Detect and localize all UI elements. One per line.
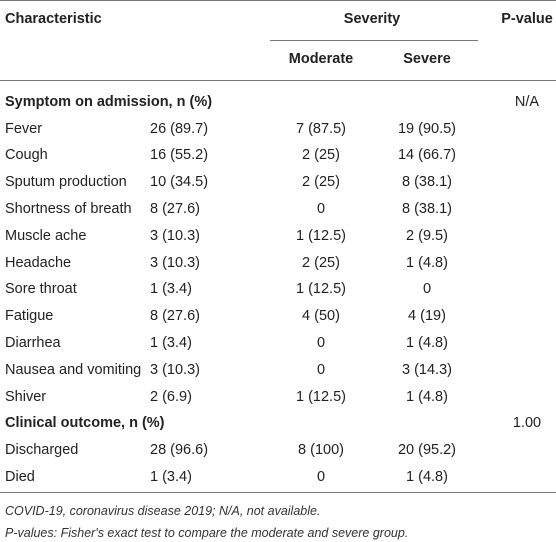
rule (0, 80, 556, 81)
cell: 7 (87.5) (296, 120, 346, 137)
cell: 26 (89.7) (150, 120, 209, 137)
row-label: Muscle ache (5, 227, 87, 244)
cell: 16 (55.2) (150, 147, 209, 164)
cell: 1 (12.5) (296, 227, 346, 244)
cell: 1 (4.8) (406, 335, 448, 351)
subheader-cell: Moderate (288, 51, 354, 67)
cell: 10 (34.5) (150, 174, 209, 191)
cell: 1 (3.4) (150, 281, 192, 298)
rule (0, 491, 556, 493)
cell: 8 (27.6) (150, 201, 200, 217)
cell: 8 (100) (298, 442, 344, 458)
cell: 2 (25) (302, 254, 340, 271)
cell: 1 (12.5) (296, 388, 346, 405)
cell: 14 (66.7) (397, 147, 457, 164)
cell: 1 (4.8) (406, 388, 448, 405)
footnote: P-values: Fisher's exact test to compare… (5, 525, 409, 540)
p-value: 1.00 (512, 415, 542, 432)
row-label: Sputum production (5, 174, 127, 191)
row-label: Sore throat (5, 281, 77, 298)
cell: 0 (316, 335, 326, 351)
header-cell: Characteristic (5, 11, 102, 27)
cell: 4 (19) (408, 308, 446, 325)
row-label: Shiver (5, 388, 47, 405)
cell: 20 (95.2) (397, 442, 457, 458)
rule (270, 40, 478, 41)
header-cell: P-value (501, 11, 553, 27)
cell: 2 (25) (302, 174, 340, 191)
rule (0, 0, 556, 1)
cell: 2 (6.9) (150, 388, 192, 405)
cell: 2 (9.5) (406, 227, 448, 244)
cell: 0 (316, 468, 326, 485)
row-label: Fever (5, 120, 43, 137)
row-label: Headache (5, 254, 72, 271)
p-value: N/A (514, 94, 540, 110)
cell: 1 (3.4) (150, 468, 192, 485)
footnote: COVID-19, coronavirus disease 2019; N/A,… (5, 503, 321, 518)
cell: 8 (38.1) (402, 174, 452, 191)
row-label: Died (5, 468, 35, 485)
cell: 8 (27.6) (150, 308, 200, 325)
cell: 1 (4.8) (406, 468, 448, 485)
section-title: Symptom on admission, n (%) (5, 94, 213, 110)
section-title: Clinical outcome, n (%) (5, 415, 165, 432)
cell: 3 (10.3) (150, 361, 200, 378)
row-label: Cough (5, 147, 48, 164)
cell: 19 (90.5) (397, 120, 457, 137)
cell: 0 (316, 361, 326, 378)
cell: 8 (38.1) (402, 201, 452, 217)
row-label: Discharged (5, 442, 79, 458)
cell: 1 (12.5) (296, 281, 346, 298)
cell: 1 (3.4) (150, 335, 192, 351)
cell: 0 (422, 281, 432, 298)
row-label: Nausea and vomiting (5, 361, 142, 378)
cell: 4 (50) (302, 308, 340, 325)
cell: 0 (316, 201, 326, 217)
cell: 3 (10.3) (150, 254, 200, 271)
row-label: Diarrhea (5, 335, 61, 351)
cell: 1 (4.8) (406, 254, 448, 271)
cell: 3 (14.3) (402, 361, 452, 378)
header-cell: Severity (343, 11, 401, 27)
cell: 3 (10.3) (150, 227, 200, 244)
row-label: Shortness of breath (5, 201, 132, 217)
cell: 2 (25) (302, 147, 340, 164)
subheader-cell: Severe (403, 51, 451, 67)
row-label: Fatigue (5, 308, 54, 325)
cell: 28 (96.6) (150, 442, 209, 458)
